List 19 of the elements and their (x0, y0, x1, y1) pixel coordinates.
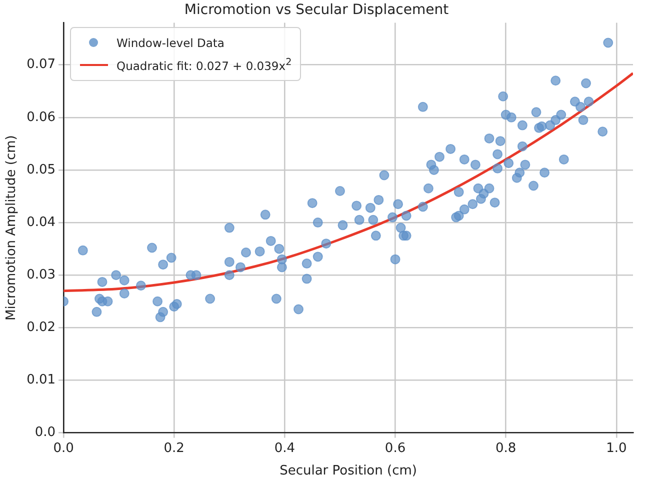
x-axis-title: Secular Position (cm) (280, 464, 417, 479)
y-tick-label: 0.01 (26, 372, 56, 388)
y-tick-label: 0.04 (26, 214, 56, 230)
y-tick-label: 0.0 (34, 425, 56, 440)
x-tick-label: 0.2 (164, 440, 184, 456)
y-tick-label: 0.06 (26, 110, 56, 125)
x-tick-label: 0.4 (274, 440, 296, 456)
x-tick-label: 0.6 (384, 440, 406, 456)
x-tick-label: 0.8 (495, 440, 516, 456)
legend-label: Quadratic fit: 0.027 + 0.039x$^{2}$ (116, 56, 292, 73)
y-tick-label: 0.03 (26, 267, 56, 282)
y-tick-label: 0.02 (26, 320, 56, 336)
x-tick-label: 0.0 (53, 440, 74, 456)
legend-label: Window-level Data (116, 36, 224, 50)
chart-title: Micromotion vs Secular Displacement (184, 2, 450, 18)
x-tick-label: 1.0 (606, 440, 627, 456)
y-tick-label: 0.05 (26, 162, 56, 178)
y-tick-label: 0.07 (26, 57, 56, 72)
y-axis-title: Micromotion Amplitude (cm) (4, 135, 20, 320)
